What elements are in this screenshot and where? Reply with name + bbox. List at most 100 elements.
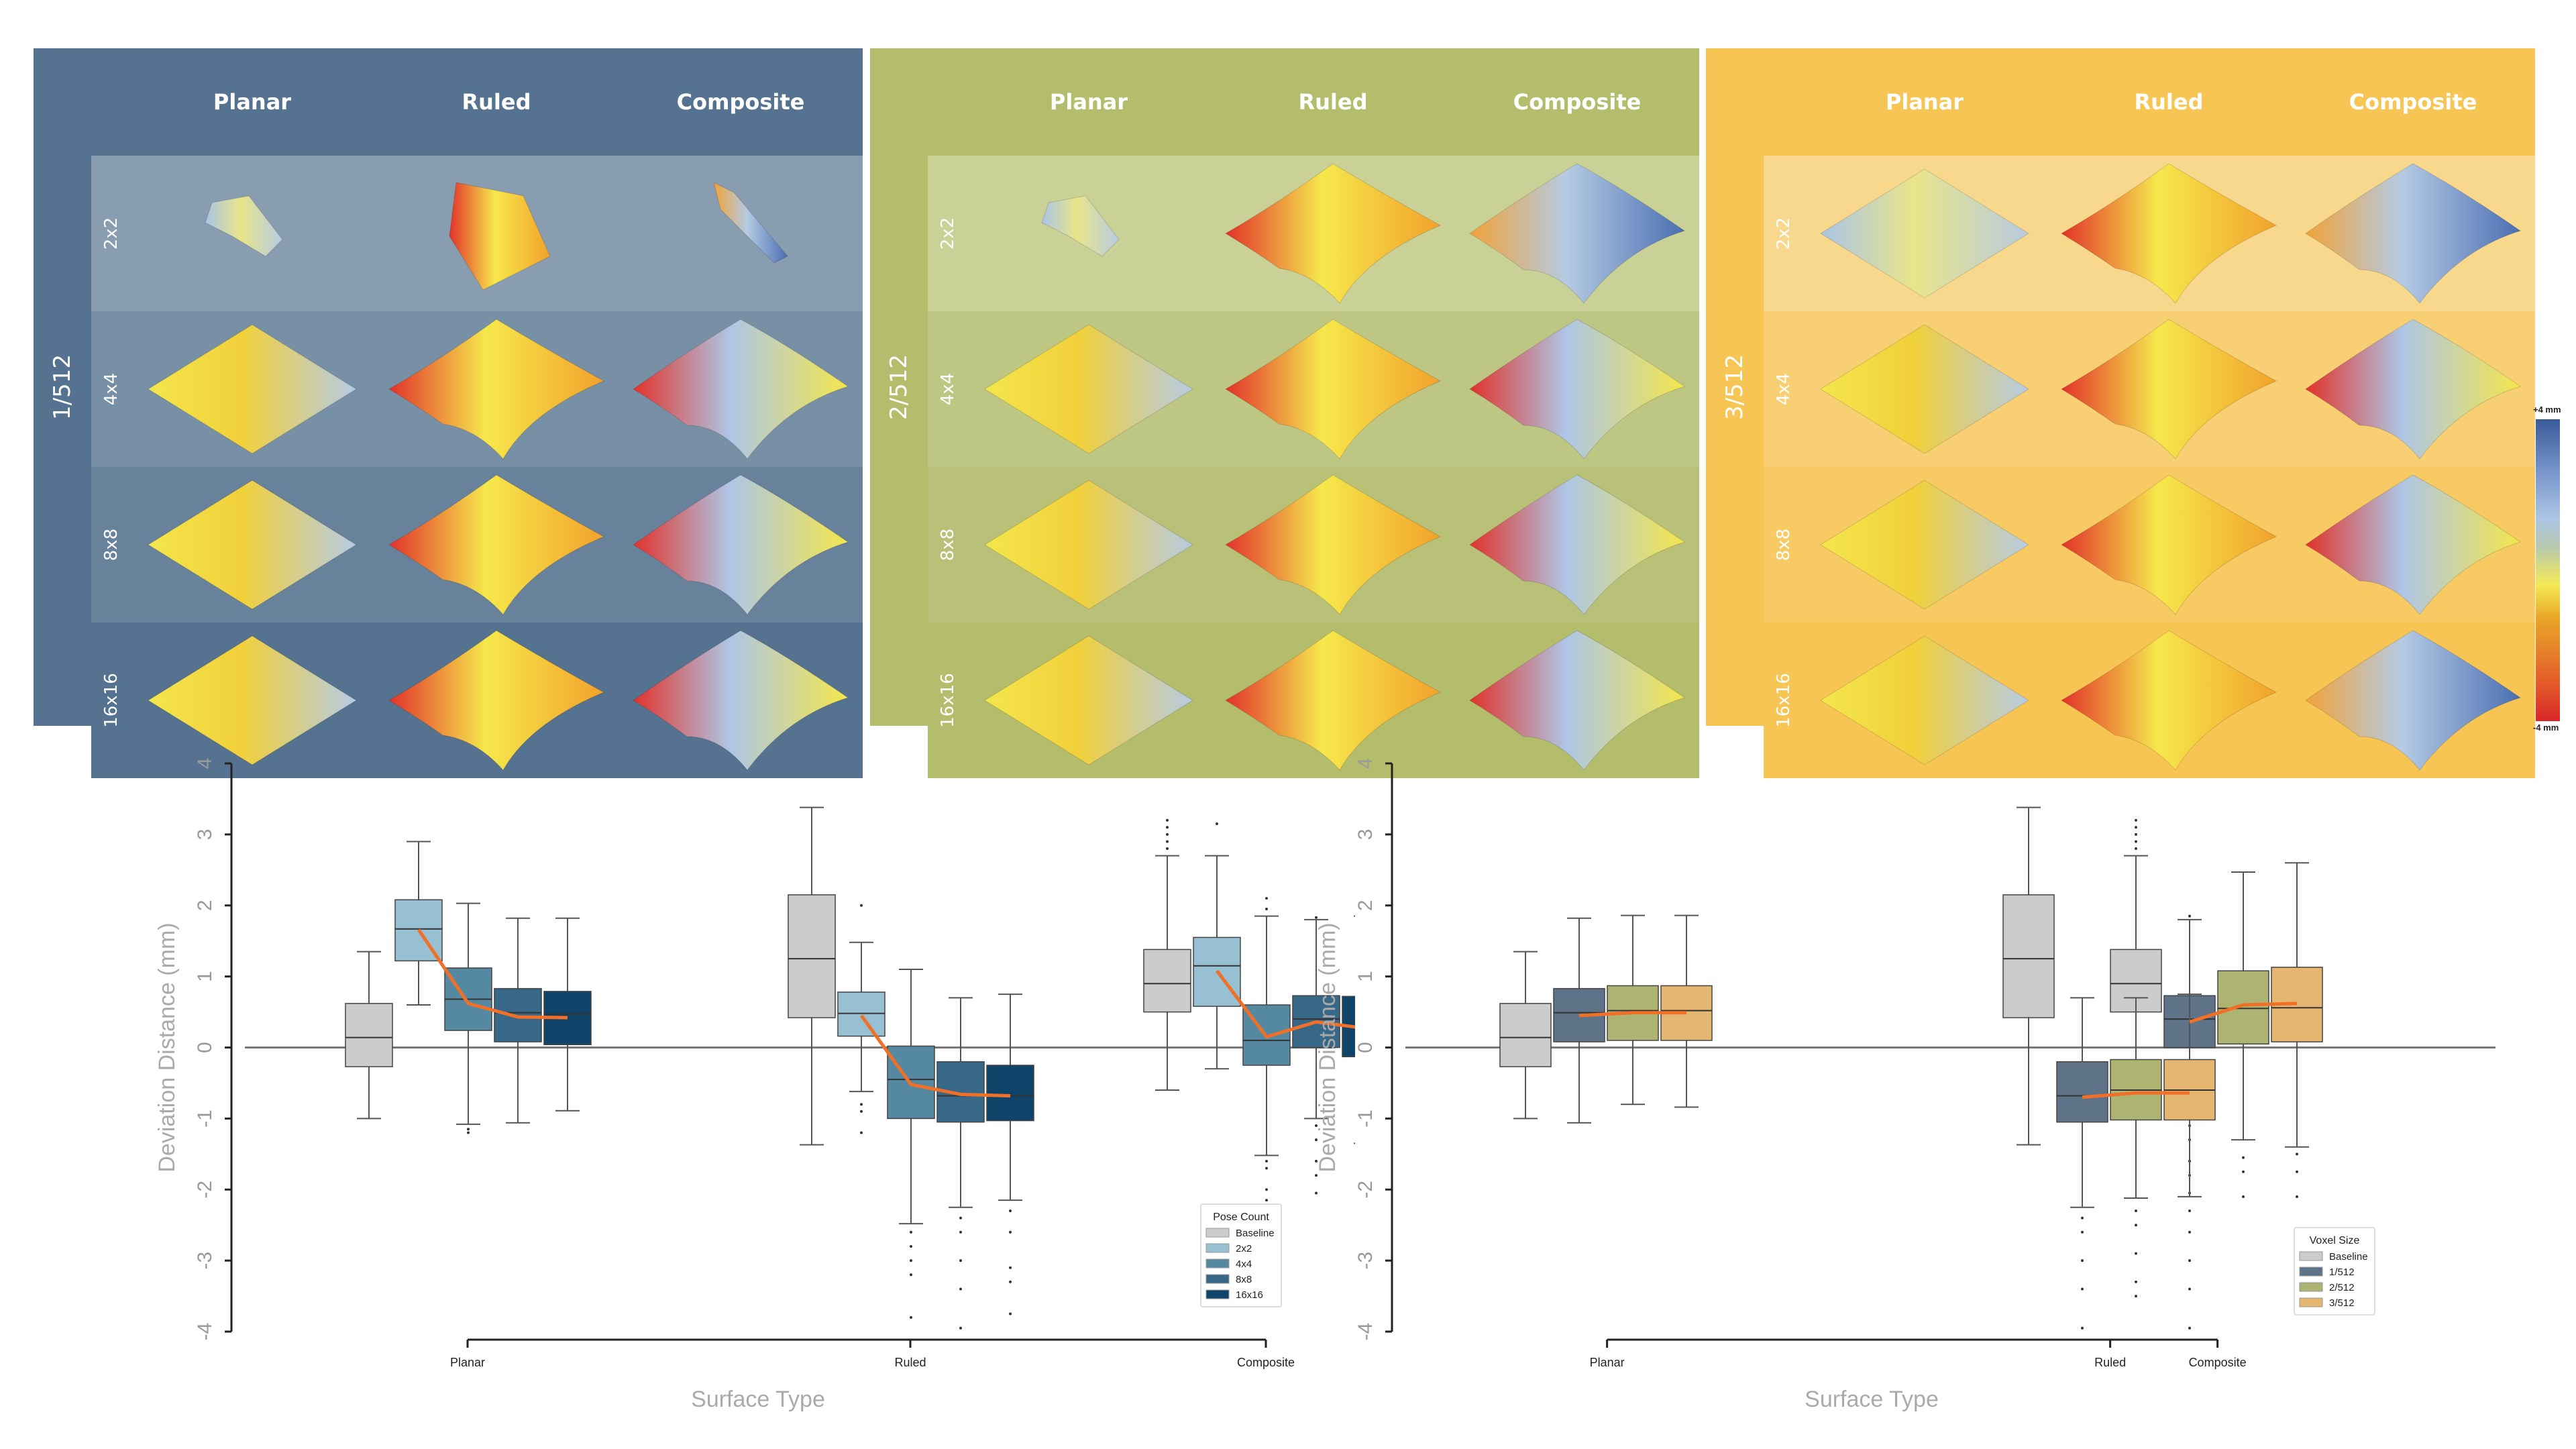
column-header-ruled: Ruled (1298, 89, 1368, 115)
outlier-point (2188, 1230, 2191, 1234)
outlier-point (1265, 1199, 1268, 1202)
surface-heatmap-ruled-4x4 (376, 311, 617, 467)
outlier-point (467, 1131, 470, 1134)
surface-shape (633, 319, 849, 460)
voxel-size-label: 1/512 (34, 48, 91, 726)
surface-heatmap-composite-2x2 (2292, 156, 2534, 311)
outlier-point (1166, 840, 1169, 843)
outlier-point (1315, 1159, 1318, 1163)
y-tick-label: 0 (1354, 1042, 1377, 1053)
outlier-point (2081, 1287, 2084, 1291)
outlier-point (910, 1316, 912, 1319)
surface-heatmap-planar-2x2 (1804, 156, 2045, 311)
y-tick-label: 1 (194, 971, 216, 982)
legend-label: 4x4 (1236, 1258, 1252, 1270)
surface-shape (1225, 163, 1442, 304)
mean-trend-line (417, 928, 568, 1020)
surface-heatmap-composite-16x16 (1456, 623, 1698, 778)
pose-row-16x16: 16x16 (91, 623, 863, 778)
pose-count-label: 16x16 (91, 623, 131, 778)
outlier-point (2135, 818, 2137, 822)
pose-row-8x8: 8x8 (928, 467, 1699, 623)
outlier-point (910, 1273, 912, 1277)
surface-heatmap-planar-8x8 (1804, 467, 2045, 623)
outlier-point (2081, 1230, 2084, 1234)
pose-count-label: 4x4 (928, 311, 968, 467)
outlier-point (1009, 1210, 1012, 1213)
surface-heatmap-ruled-8x8 (1212, 467, 1454, 623)
legend-swatch (1205, 1228, 1230, 1238)
pose-count-text: 8x8 (1774, 528, 1794, 561)
column-header-composite: Composite (1513, 89, 1642, 115)
surface-heatmap-planar-16x16 (131, 623, 373, 778)
pose-row-16x16: 16x16 (928, 623, 1699, 778)
outlier-point (2242, 1170, 2245, 1173)
outlier-point (2135, 840, 2137, 843)
box-8x8 (494, 987, 542, 1042)
outlier-point (1315, 1138, 1318, 1142)
y-tick-label: 3 (1354, 829, 1377, 841)
voxel-size-text: 2/512 (885, 354, 912, 420)
y-tick-label: -4 (1354, 1323, 1377, 1341)
outlier-point (1166, 833, 1169, 836)
voxel-size-text: 3/512 (1721, 354, 1748, 420)
surface-shape (2305, 630, 2522, 771)
surface-shape (148, 480, 357, 610)
mean-trend-line (1578, 1011, 1686, 1018)
y-tick-label: -1 (1354, 1110, 1377, 1128)
outlier-point (959, 1326, 962, 1330)
pose-count-text: 16x16 (938, 673, 958, 728)
x-tick-label: Planar (450, 1356, 485, 1369)
surface-shape (388, 474, 605, 615)
surface-heatmap-planar-16x16 (968, 623, 1210, 778)
outlier-point (2135, 1210, 2137, 1213)
surface-shape (2305, 163, 2522, 304)
outlier-point (2135, 847, 2137, 851)
box-2-512 (2217, 970, 2269, 1044)
colorbar: +4 mm -4 mm (2533, 405, 2561, 733)
legend-label: 3/512 (2329, 1297, 2355, 1309)
legend-title: Voxel Size (2310, 1235, 2360, 1246)
voxel-size-chart: -4 -3 -2 -1 0 1 2 3 4 Deviation Distance (mm) Plan… (1295, 745, 2516, 1426)
surface-heatmap-composite-4x4 (1456, 311, 1698, 467)
surface-heatmap-composite-2x2 (620, 156, 861, 311)
surface-shape (449, 182, 551, 290)
outlier-point (2242, 1195, 2245, 1198)
surface-shape (1225, 319, 1442, 460)
y-tick-label: -4 (194, 1323, 216, 1341)
surface-shape (1225, 630, 1442, 771)
surface-shape (633, 630, 849, 771)
voxel-size-boxplot: -4 -3 -2 -1 0 1 2 3 4 Deviation Distance (mm) Plan… (1315, 758, 2496, 1412)
surface-heatmap-composite-4x4 (2292, 311, 2534, 467)
surface-shape (148, 324, 357, 454)
surface-shape (633, 474, 849, 615)
surface-heatmap-composite-16x16 (2292, 623, 2534, 778)
voxel-panel-2-512: 2/512 Planar Ruled Composite 2x2 4x4 8x8 16x16 (870, 48, 1699, 778)
x-tick-label: Planar (1590, 1356, 1625, 1369)
y-tick-label: 4 (194, 758, 216, 769)
y-tick-label: 4 (1354, 758, 1377, 769)
pose-count-text: 16x16 (1774, 673, 1794, 728)
outlier-point (2296, 1152, 2298, 1156)
pose-row-8x8: 8x8 (1764, 467, 2535, 623)
legend-label: 16x16 (1236, 1289, 1263, 1301)
pose-row-2x2: 2x2 (928, 156, 1699, 311)
legend-swatch (2299, 1267, 2323, 1277)
pose-row-2x2: 2x2 (1764, 156, 2535, 311)
legend-label: 2x2 (1236, 1243, 1252, 1254)
y-axis-title: Deviation Distance (mm) (1315, 922, 1340, 1172)
outlier-point (860, 1110, 863, 1113)
surface-shape (1041, 195, 1120, 257)
surface-shape (984, 480, 1193, 610)
outlier-point (1315, 1174, 1318, 1177)
outlier-point (1265, 1167, 1268, 1170)
outlier-point (959, 1230, 962, 1234)
pose-row-4x4: 4x4 (91, 311, 863, 467)
legend-swatch (2299, 1297, 2323, 1307)
outlier-point (2081, 1216, 2084, 1220)
surface-shape (1469, 474, 1686, 615)
legend-swatch (1205, 1243, 1230, 1253)
surface-heatmap-planar-2x2 (131, 156, 373, 311)
surface-shape (205, 195, 283, 257)
outlier-point (910, 1230, 912, 1234)
